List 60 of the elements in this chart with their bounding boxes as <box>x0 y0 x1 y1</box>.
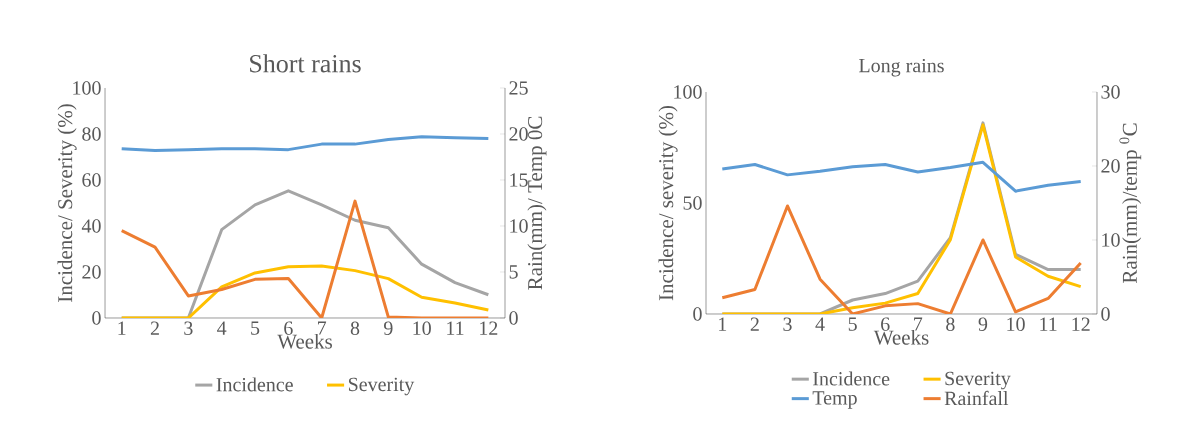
line-series <box>120 135 490 153</box>
chart-title: Short rains <box>250 54 361 73</box>
y-axis-title: Incidence/ Severity (%) <box>57 104 77 302</box>
y-tick-label: 40 <box>81 219 101 233</box>
y-tick-label: 60 <box>82 173 101 187</box>
x-tick-label: 5 <box>251 321 260 335</box>
x-axis-title: Weeks <box>873 329 929 345</box>
x-tick-label: 9 <box>978 317 988 331</box>
x-tick-label: 5 <box>848 317 857 331</box>
x-tick-label: 10 <box>413 321 431 336</box>
y-tick-label: 100 <box>73 81 101 95</box>
y2-axis-title: Rain(mm)/temp $^{0}$C <box>1119 123 1142 283</box>
y2-tick-label: 0 <box>1101 307 1110 321</box>
y-tick-label: 50 <box>683 196 702 210</box>
y2-tick-label: 20 <box>509 127 528 141</box>
y-axis-title: Incidence/ severity (%) <box>658 105 678 301</box>
x-tick-label: 7 <box>914 317 923 331</box>
y2-tick-label: 5 <box>509 265 518 279</box>
x-tick-label: 8 <box>350 321 360 336</box>
legend-label: Severity <box>348 377 415 396</box>
x-tick-label: 7 <box>318 321 327 335</box>
x-axis-title: Weeks <box>277 333 332 349</box>
y-tick-label: 0 <box>693 307 702 321</box>
y2-tick-label: 20 <box>1101 159 1120 173</box>
line-series <box>720 204 1083 314</box>
y2-tick-label: 15 <box>510 173 528 187</box>
x-tick-label: 12 <box>480 321 498 335</box>
x-tick-label: 8 <box>946 317 955 332</box>
legend-label: Rainfall <box>944 390 1009 406</box>
legend-label: Incidence <box>216 377 293 392</box>
x-tick-label: 1 <box>719 317 727 331</box>
x-tick-label: 9 <box>383 321 393 335</box>
y2-tick-label: 10 <box>510 219 528 233</box>
x-tick-label: 10 <box>1007 317 1025 332</box>
x-tick-label: 1 <box>118 321 126 335</box>
x-tick-label: 6 <box>881 317 890 331</box>
x-tick-label: 11 <box>1040 317 1057 331</box>
y2-tick-label: 0 <box>509 311 518 325</box>
y2-axis-title: Rain(mm)/ Temp 0C <box>527 116 547 290</box>
x-tick-label: 4 <box>217 321 227 335</box>
legend-label: Incidence <box>813 371 890 386</box>
y-tick-label: 0 <box>92 311 101 325</box>
x-tick-label: 3 <box>184 321 193 335</box>
line-series <box>720 160 1083 193</box>
x-tick-label: 12 <box>1072 317 1090 331</box>
x-tick-label: 3 <box>783 317 792 331</box>
x-tick-label: 2 <box>750 317 759 331</box>
y2-tick-label: 10 <box>1102 233 1120 247</box>
x-tick-label: 11 <box>447 321 464 335</box>
chart-title: Long rains <box>859 58 944 77</box>
legend-label: Temp <box>812 391 857 409</box>
x-tick-label: 4 <box>815 317 825 331</box>
y-tick-label: 80 <box>82 127 101 141</box>
y-tick-label: 100 <box>674 85 702 99</box>
x-tick-label: 6 <box>284 321 293 335</box>
y-tick-label: 20 <box>82 265 101 279</box>
legend-label: Severity <box>945 371 1011 390</box>
x-tick-label: 2 <box>150 321 159 335</box>
y2-tick-label: 25 <box>509 81 528 95</box>
y2-tick-label: 30 <box>1101 85 1120 99</box>
